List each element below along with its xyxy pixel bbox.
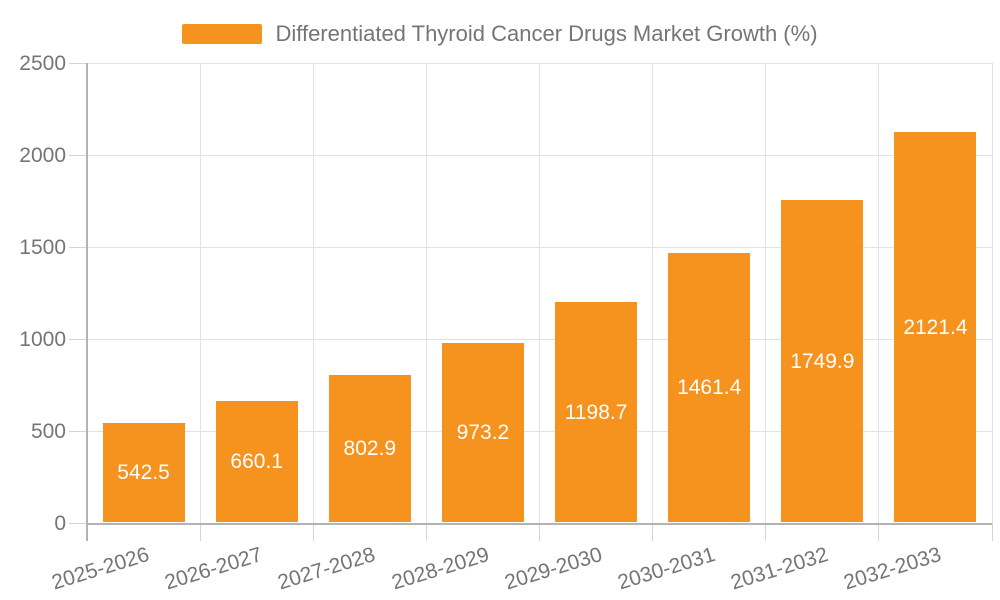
y-tick-label: 1000	[19, 327, 66, 351]
bar[interactable]	[215, 400, 298, 523]
y-axis-line	[86, 63, 88, 541]
y-tick-label: 2000	[19, 143, 66, 167]
bar[interactable]	[328, 374, 411, 523]
x-axis-tick	[539, 524, 540, 541]
x-tick-label: 2027-2028	[275, 543, 379, 595]
x-tick-label: 2030-2031	[614, 543, 718, 595]
x-axis-tick	[991, 524, 993, 541]
y-axis-tick	[69, 523, 86, 524]
y-axis-tick	[69, 154, 86, 156]
gridline-vertical	[652, 63, 654, 524]
x-tick-label: 2026-2027	[162, 543, 266, 595]
x-tick-label: 2025-2026	[49, 543, 152, 595]
legend-label: Differentiated Thyroid Cancer Drugs Mark…	[275, 21, 818, 46]
y-axis-tick	[69, 338, 86, 340]
y-tick-label: 0	[54, 512, 66, 535]
bar[interactable]	[555, 301, 638, 523]
y-tick-label: 2500	[19, 51, 66, 75]
gridline-vertical	[425, 63, 427, 524]
legend-item[interactable]: Differentiated Thyroid Cancer Drugs Mark…	[0, 21, 1000, 46]
y-axis-tick	[69, 246, 86, 248]
bar-value-label: 542.5	[117, 461, 170, 485]
bar[interactable]	[781, 200, 864, 523]
x-tick-label: 2028-2029	[388, 543, 492, 595]
bar[interactable]	[102, 422, 185, 523]
bar[interactable]	[441, 343, 524, 523]
bar-value-label: 973.2	[456, 421, 510, 445]
bar-value-label: 802.9	[343, 437, 397, 461]
gridline-vertical	[991, 63, 993, 524]
x-axis-tick	[878, 524, 880, 541]
x-axis-tick	[312, 524, 314, 541]
gridline-vertical	[312, 63, 314, 524]
x-tick-label: 2032-2033	[841, 543, 944, 595]
x-axis-tick	[765, 524, 767, 541]
bar-value-label: 2121.4	[903, 315, 968, 339]
x-tick-label: 2031-2032	[727, 543, 831, 595]
gridline-vertical	[539, 63, 540, 524]
bar-value-label: 660.1	[230, 450, 283, 474]
y-axis-tick	[69, 430, 86, 432]
bar-value-label: 1461.4	[677, 376, 742, 400]
x-axis-tick	[199, 524, 201, 541]
y-tick-label: 500	[30, 419, 66, 443]
x-axis-tick	[652, 524, 654, 541]
x-tick-label: 2029-2030	[501, 543, 605, 595]
y-tick-label: 1500	[19, 235, 66, 259]
x-axis-line	[86, 522, 992, 525]
gridline-vertical	[765, 63, 767, 524]
gridline-vertical	[199, 63, 201, 524]
bar-value-label: 1749.9	[790, 349, 855, 373]
y-axis-tick	[69, 62, 86, 64]
bar[interactable]	[668, 253, 751, 523]
bar[interactable]	[894, 131, 977, 523]
x-axis-tick	[425, 524, 427, 541]
bar-value-label: 1198.7	[564, 400, 628, 424]
legend-swatch	[182, 24, 263, 44]
gridline-vertical	[878, 63, 880, 524]
